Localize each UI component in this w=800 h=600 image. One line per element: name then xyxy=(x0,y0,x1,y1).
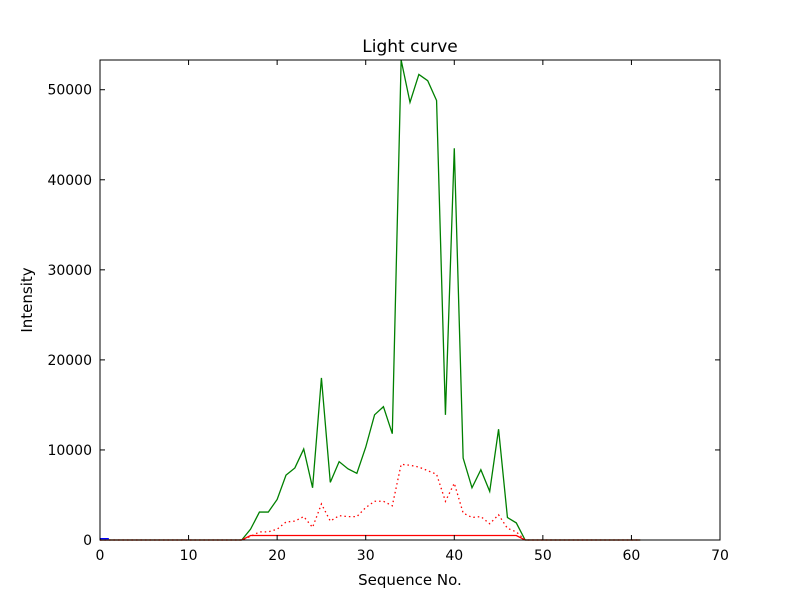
y-tick-label: 30000 xyxy=(47,263,92,279)
series-line-2 xyxy=(100,534,641,541)
x-tick-label: 60 xyxy=(623,548,641,564)
ticks-layer: 0 10 20 30 40 50 60 70 0 10000 20000 30000 40000 5000… xyxy=(47,60,729,564)
y-tick-label: 20000 xyxy=(47,353,92,369)
plot-frame xyxy=(99,59,721,541)
x-axis-title: Sequence No. xyxy=(358,571,462,589)
series-line-0 xyxy=(100,59,641,541)
chart-title: Light curve xyxy=(362,37,457,57)
series-line-1 xyxy=(100,463,641,541)
y-tick-label: 0 xyxy=(83,533,92,549)
y-axis-title: Intensity xyxy=(18,267,36,332)
x-tick-label: 70 xyxy=(711,548,729,564)
x-tick-label: 40 xyxy=(445,548,463,564)
x-tick-label: 10 xyxy=(180,548,198,564)
x-tick-label: 0 xyxy=(96,548,105,564)
y-tick-label: 40000 xyxy=(47,173,92,189)
x-tick-label: 30 xyxy=(357,548,375,564)
x-tick-label: 20 xyxy=(268,548,286,564)
y-tick-label: 10000 xyxy=(47,443,92,459)
y-tick-label: 50000 xyxy=(47,83,92,99)
series-layer xyxy=(100,59,641,541)
x-tick-label: 50 xyxy=(534,548,552,564)
